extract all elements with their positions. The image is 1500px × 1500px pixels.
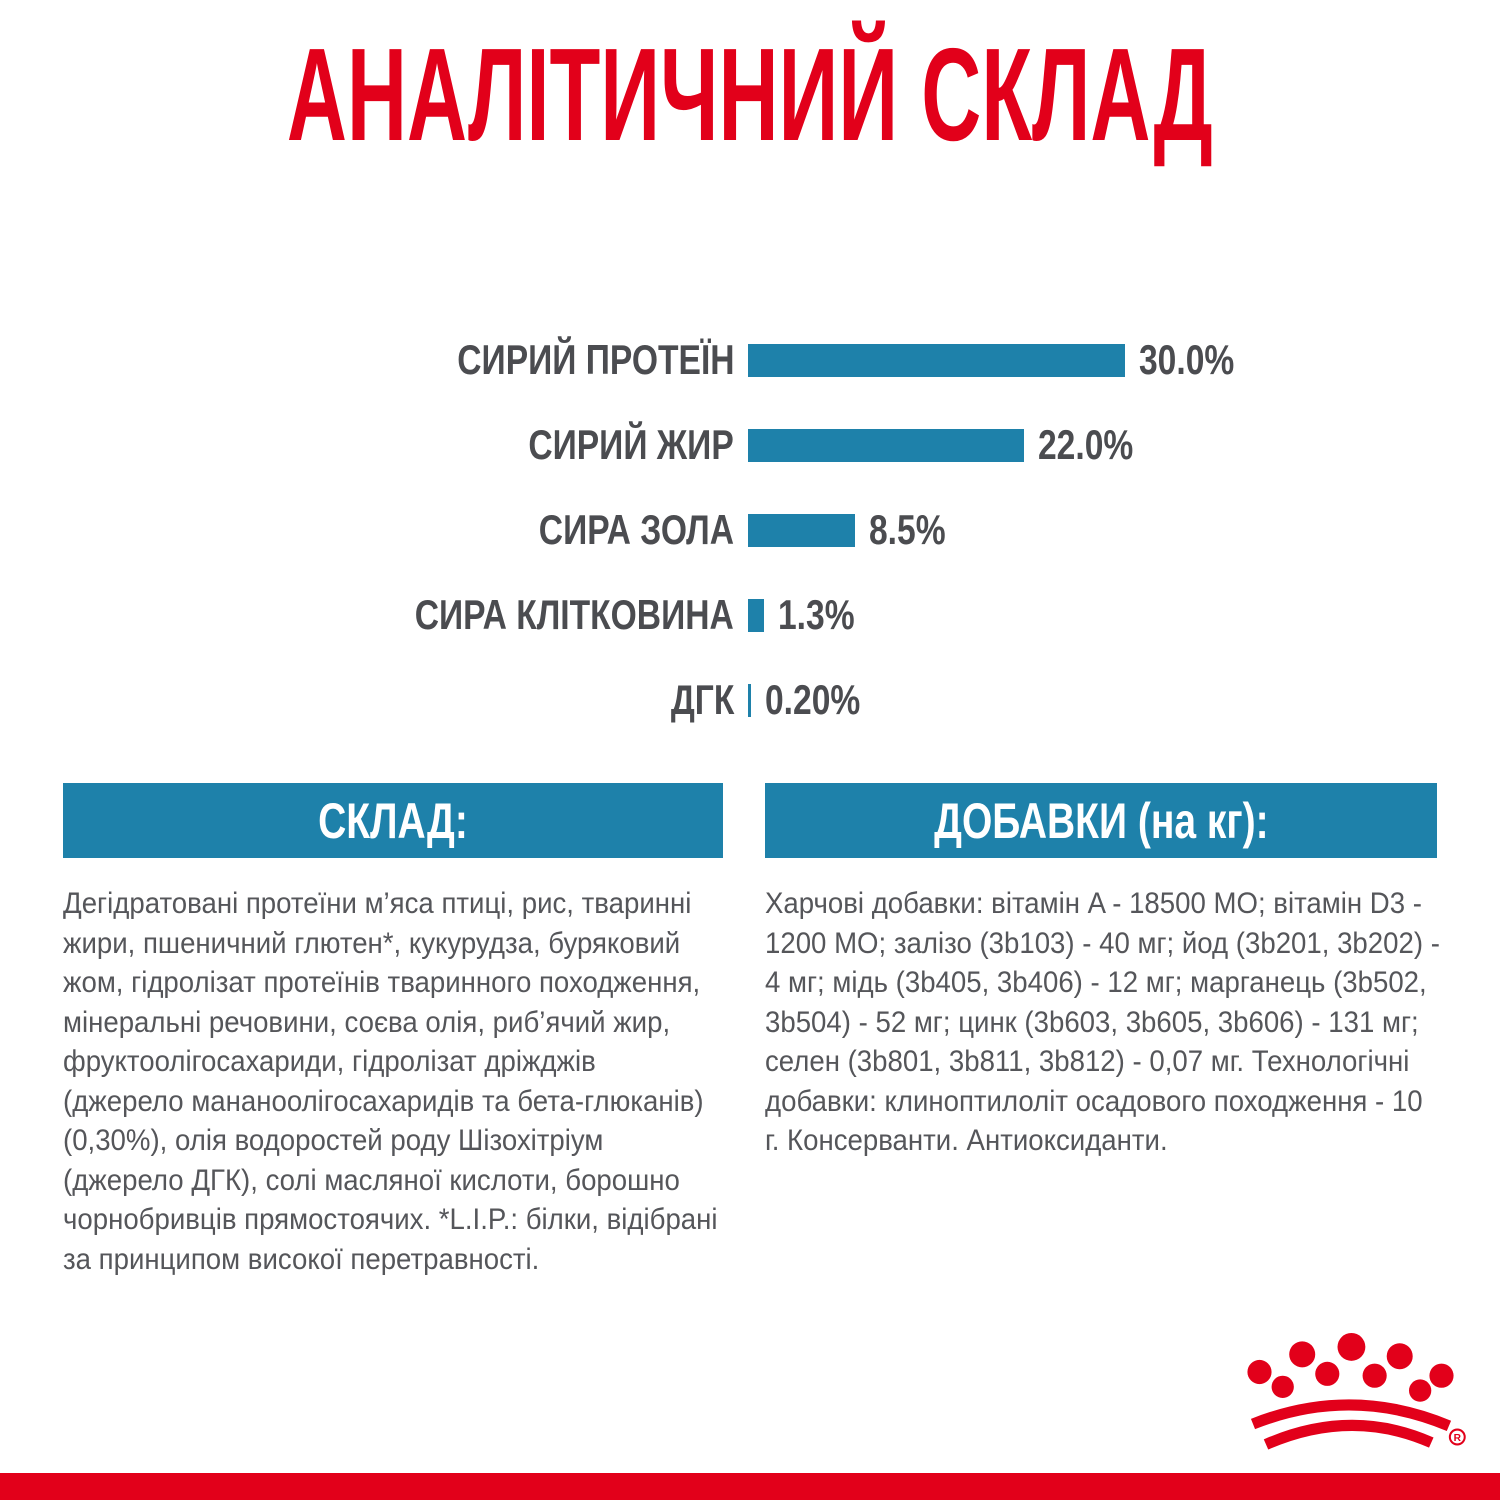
chart-bar xyxy=(748,683,751,717)
chart-row-label: ДГК xyxy=(670,676,735,723)
composition-text: Дегідратовані протеїни м’яса птиці, рис,… xyxy=(63,887,718,1276)
chart-bar xyxy=(748,513,855,547)
composition-section-header: СКЛАД: xyxy=(63,783,723,858)
chart-value: 8.5% xyxy=(868,506,946,553)
chart-row-label: СИРА КЛІТКОВИНА xyxy=(414,591,734,638)
chart-row: СИРИЙ ПРОТЕЇН 30.0% xyxy=(0,336,1500,383)
additives-section-header: ДОБАВКИ (на кг): xyxy=(765,783,1437,858)
chart-bar xyxy=(748,343,1125,377)
royal-canin-crown-logo: R xyxy=(1247,1333,1466,1450)
chart-row-label: СИРИЙ ЖИР xyxy=(528,421,734,468)
analytical-chart: СИРИЙ ПРОТЕЇН 30.0% СИРИЙ ЖИР 22.0% СИРА ЗОЛ… xyxy=(0,336,1500,723)
chart-row: СИРА ЗОЛА 8.5% xyxy=(0,506,1500,553)
chart-row: ДГК 0.20% xyxy=(0,676,1500,723)
chart-value: 22.0% xyxy=(1038,421,1134,468)
bottom-red-stripe xyxy=(0,1473,1500,1500)
page-title: АНАЛІТИЧНИЙ СКЛАД xyxy=(287,21,1213,168)
additives-text: Харчові добавки: вітамін A - 18500 МО; в… xyxy=(765,887,1440,1157)
chart-value: 0.20% xyxy=(765,676,861,723)
chart-row: СИРА КЛІТКОВИНА 1.3% xyxy=(0,591,1500,638)
chart-value: 30.0% xyxy=(1139,336,1235,383)
crown-arcs xyxy=(1250,1399,1452,1450)
svg-text:R: R xyxy=(1454,1433,1462,1444)
chart-row: СИРИЙ ЖИР 22.0% xyxy=(0,421,1500,468)
chart-row-label: СИРИЙ ПРОТЕЇН xyxy=(456,336,734,383)
crown-dots xyxy=(1247,1333,1454,1402)
chart-bar xyxy=(748,428,1025,462)
chart-bar xyxy=(748,598,765,632)
chart-row-label: СИРА ЗОЛА xyxy=(538,506,734,553)
registered-trademark-icon: R xyxy=(1448,1428,1466,1446)
chart-value: 1.3% xyxy=(778,591,855,638)
